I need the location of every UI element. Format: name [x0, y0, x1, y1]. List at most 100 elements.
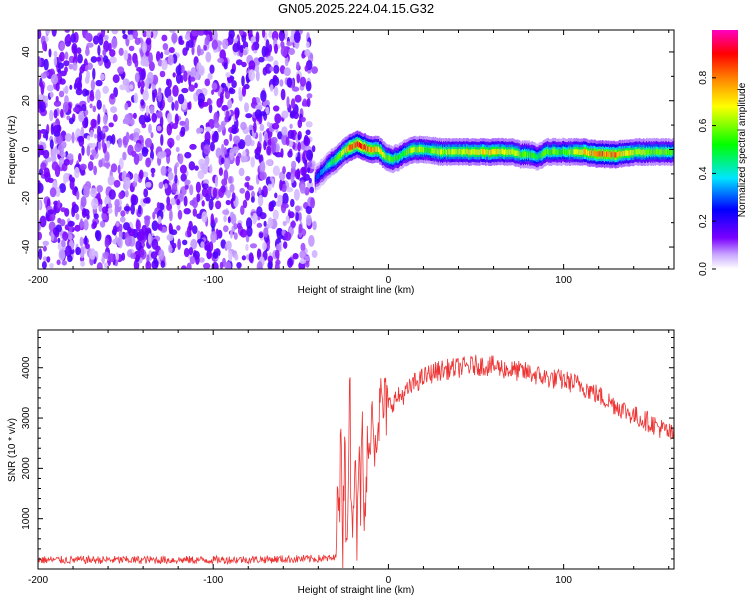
track-cell	[527, 152, 529, 158]
track-cell	[669, 149, 671, 155]
colorbar-label: Normalized spectral amplitude	[737, 82, 748, 217]
track-cell	[383, 152, 385, 158]
noise-blob	[224, 90, 230, 100]
noise-blob	[174, 100, 179, 111]
noise-blob	[189, 256, 196, 265]
noise-blob	[180, 126, 186, 136]
noise-blob	[232, 146, 239, 154]
noise-blob	[97, 44, 101, 56]
track-cell	[607, 151, 609, 157]
track-cell	[651, 148, 653, 155]
noise-blob	[207, 118, 215, 130]
noise-blob	[54, 229, 60, 238]
noise-blob	[57, 237, 61, 244]
noise-blob	[55, 186, 61, 198]
noise-blob	[84, 32, 92, 41]
noise-blob	[164, 49, 170, 56]
track-cell	[371, 147, 374, 153]
track-cell	[586, 149, 588, 155]
noise-blob	[219, 92, 224, 101]
noise-blob	[71, 42, 78, 55]
track-cell	[514, 150, 517, 156]
noise-blob	[150, 132, 154, 139]
noise-blob	[259, 123, 265, 132]
noise-blob	[160, 260, 166, 268]
noise-blob	[142, 41, 147, 54]
track-cell	[546, 149, 548, 155]
track-cell	[457, 149, 460, 155]
noise-blob	[209, 64, 215, 74]
noise-blob	[130, 203, 135, 215]
track-cell	[552, 148, 555, 154]
noise-blob	[225, 72, 231, 78]
noise-blob	[85, 48, 90, 56]
noise-blob	[97, 141, 102, 151]
noise-blob	[144, 215, 150, 228]
track-cell	[548, 149, 550, 155]
noise-blob	[56, 134, 63, 145]
noise-blob	[92, 149, 97, 157]
track-cell	[556, 149, 559, 156]
track-cell	[572, 149, 575, 155]
noise-blob	[231, 80, 237, 89]
noise-blob	[50, 73, 59, 85]
noise-blob	[279, 179, 283, 191]
track-cell	[446, 149, 448, 156]
noise-blob	[96, 56, 102, 62]
track-cell	[554, 148, 557, 154]
noise-blob	[267, 261, 273, 269]
noise-blob	[248, 60, 256, 71]
noise-blob	[223, 225, 229, 233]
noise-blob	[273, 64, 280, 74]
noise-blob	[101, 30, 106, 38]
track-cell	[656, 148, 659, 155]
noise-blob	[308, 235, 315, 247]
noise-blob	[237, 222, 242, 230]
noise-blob	[59, 219, 66, 227]
noise-blob	[102, 85, 109, 94]
track-cell	[519, 152, 522, 158]
track-cell	[592, 151, 595, 157]
noise-blob	[53, 50, 58, 58]
noise-blob	[79, 163, 87, 171]
noise-blob	[120, 216, 126, 223]
noise-blob	[269, 66, 274, 72]
noise-blob	[92, 68, 96, 80]
noise-blob	[73, 106, 80, 113]
noise-blob	[122, 33, 128, 40]
noise-blob	[151, 112, 157, 123]
noise-blob	[217, 57, 225, 64]
noise-blob	[183, 247, 190, 258]
noise-blob	[108, 122, 114, 128]
track-cell	[386, 154, 388, 161]
noise-blob	[145, 105, 149, 116]
track-cell	[590, 150, 592, 156]
noise-blob	[281, 183, 287, 193]
track-cell	[494, 148, 497, 155]
noise-blob	[84, 235, 88, 246]
noise-blob	[155, 51, 161, 62]
track-cell	[475, 149, 478, 155]
noise-blob	[152, 92, 156, 103]
track-cell	[402, 151, 404, 158]
track-cell	[327, 162, 330, 169]
noise-blob	[221, 178, 228, 186]
track-cell	[396, 155, 399, 161]
noise-blob	[46, 198, 51, 209]
track-cell	[491, 149, 494, 155]
snr-y-label: SNR (10 * v/v)	[7, 418, 18, 482]
noise-blob	[104, 151, 110, 162]
noise-blob	[293, 31, 301, 43]
track-cell	[479, 148, 482, 154]
noise-blob	[209, 141, 215, 152]
noise-blob	[218, 167, 223, 176]
noise-blob	[72, 62, 78, 71]
track-cell	[551, 149, 554, 155]
noise-blob	[182, 239, 188, 246]
noise-blob	[69, 179, 75, 191]
noise-blob	[284, 231, 292, 241]
noise-blob	[102, 49, 107, 56]
track-cell	[460, 149, 463, 155]
track-cell	[354, 142, 357, 148]
noise-blob	[234, 109, 238, 121]
